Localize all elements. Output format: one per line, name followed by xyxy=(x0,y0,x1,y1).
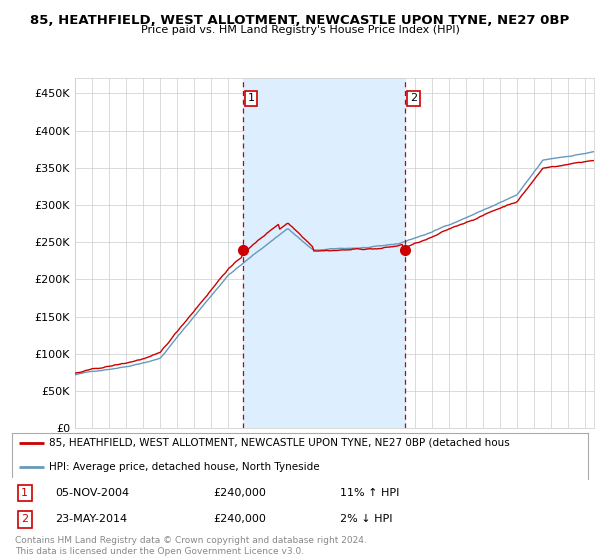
Text: £240,000: £240,000 xyxy=(214,488,266,498)
Text: HPI: Average price, detached house, North Tyneside: HPI: Average price, detached house, Nort… xyxy=(49,462,320,472)
Text: Contains HM Land Registry data © Crown copyright and database right 2024.
This d: Contains HM Land Registry data © Crown c… xyxy=(15,536,367,556)
Text: 23-MAY-2014: 23-MAY-2014 xyxy=(55,515,127,524)
Text: 2: 2 xyxy=(410,94,417,103)
Bar xyxy=(242,78,404,428)
Text: 1: 1 xyxy=(248,94,255,103)
Text: 2: 2 xyxy=(21,515,28,524)
Text: 85, HEATHFIELD, WEST ALLOTMENT, NEWCASTLE UPON TYNE, NE27 0BP (detached hous: 85, HEATHFIELD, WEST ALLOTMENT, NEWCASTL… xyxy=(49,438,510,448)
Text: Price paid vs. HM Land Registry's House Price Index (HPI): Price paid vs. HM Land Registry's House … xyxy=(140,25,460,35)
Text: 85, HEATHFIELD, WEST ALLOTMENT, NEWCASTLE UPON TYNE, NE27 0BP: 85, HEATHFIELD, WEST ALLOTMENT, NEWCASTL… xyxy=(31,14,569,27)
Text: 11% ↑ HPI: 11% ↑ HPI xyxy=(340,488,400,498)
Text: £240,000: £240,000 xyxy=(214,515,266,524)
Text: 1: 1 xyxy=(21,488,28,498)
Text: 05-NOV-2004: 05-NOV-2004 xyxy=(55,488,130,498)
Text: 2% ↓ HPI: 2% ↓ HPI xyxy=(340,515,393,524)
